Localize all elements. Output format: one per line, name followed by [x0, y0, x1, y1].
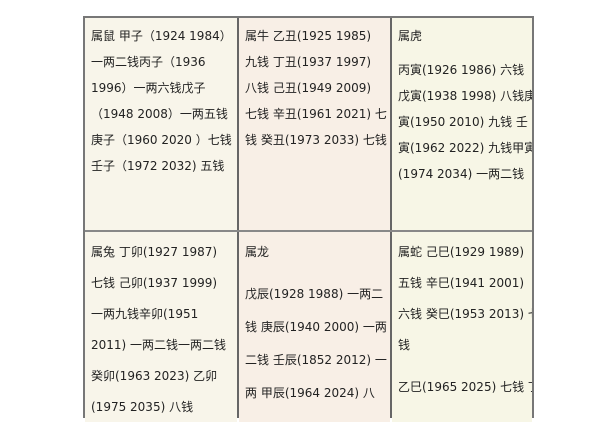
cell-line: 丙寅(1926 1986) 六钱 [398, 63, 525, 77]
cell-line: 属蛇 己巳(1929 1989) [398, 245, 525, 259]
cell-line: 属鼠 甲子（1924 1984） [91, 29, 232, 43]
cell-ox: 属牛 乙丑(1925 1985) 九钱 丁丑(1937 1997) 八钱 己丑(… [239, 18, 390, 230]
cell-line: 一两二钱丙子（1936 [91, 55, 206, 69]
cell-line: 属龙 [245, 245, 270, 259]
cell-rabbit: 属兔 丁卯(1927 1987) 七钱 己卯(1937 1999) 一两九钱辛卯… [85, 232, 237, 422]
cell-line: 庚子（1960 2020 ）七钱 [91, 133, 232, 147]
cell-tiger: 属虎 丙寅(1926 1986) 六钱 戊寅(1938 1998) 八钱庚 寅(… [392, 18, 532, 230]
cell-dragon: 属龙 戊辰(1928 1988) 一两二 钱 庚辰(1940 2000) 一两 … [239, 232, 390, 422]
cell-line: 2011) 一两二钱一两二钱 [91, 338, 227, 352]
cell-line: 钱 庚辰(1940 2000) 一两 [245, 320, 387, 334]
cell-line: 七钱 己卯(1937 1999) [91, 276, 218, 290]
cell-line: 属兔 丁卯(1927 1987) [91, 245, 218, 259]
cell-line: 寅(1950 2010) 九钱 壬 [398, 115, 528, 129]
cell-line: 属牛 乙丑(1925 1985) [245, 29, 372, 43]
cell-line: (1974 2034) 一两二钱 [398, 167, 525, 181]
cell-line: 钱 癸丑(1973 2033) 七钱 [245, 133, 387, 147]
column-divider [237, 18, 239, 418]
cell-line: （1948 2008）一两五钱 [91, 107, 228, 121]
column-divider [390, 18, 392, 418]
cell-line: 二钱 壬辰(1852 2012) 一 [245, 353, 387, 367]
cell-line: 壬子（1972 2032) 五钱 [91, 159, 225, 173]
cell-line: 乙巳(1965 2025) 七钱 丁 [398, 380, 532, 394]
cell-line: 癸卯(1963 2023) 乙卯 [91, 369, 218, 383]
cell-line: 八钱 己丑(1949 2009) [245, 81, 372, 95]
cell-line: 1996）一两六钱戊子 [91, 81, 206, 95]
cell-rat: 属鼠 甲子（1924 1984） 一两二钱丙子（1936 1996）一两六钱戊子… [85, 18, 237, 230]
cell-line: 两 甲辰(1964 2024) 八 [245, 386, 375, 400]
row-divider [85, 230, 532, 232]
cell-line: 戊辰(1928 1988) 一两二 [245, 287, 384, 301]
cell-line: 钱 [398, 338, 411, 352]
cell-line: 六钱 癸巳(1953 2013) 七 [398, 307, 532, 321]
cell-line: 戊寅(1938 1998) 八钱庚 [398, 89, 532, 103]
cell-line: 一两九钱辛卯(1951 [91, 307, 199, 321]
cell-line: 九钱 丁丑(1937 1997) [245, 55, 372, 69]
cell-line: 五钱 辛巳(1941 2001) [398, 276, 525, 290]
cell-snake: 属蛇 己巳(1929 1989) 五钱 辛巳(1941 2001) 六钱 癸巳(… [392, 232, 532, 422]
zodiac-weight-table: 属鼠 甲子（1924 1984） 一两二钱丙子（1936 1996）一两六钱戊子… [83, 16, 534, 422]
cell-line: 属虎 [398, 29, 423, 43]
cell-line: 寅(1962 2022) 九钱甲寅 [398, 141, 532, 155]
cell-line: (1975 2035) 八钱 [91, 400, 194, 414]
cell-line: 七钱 辛丑(1961 2021) 七 [245, 107, 387, 121]
